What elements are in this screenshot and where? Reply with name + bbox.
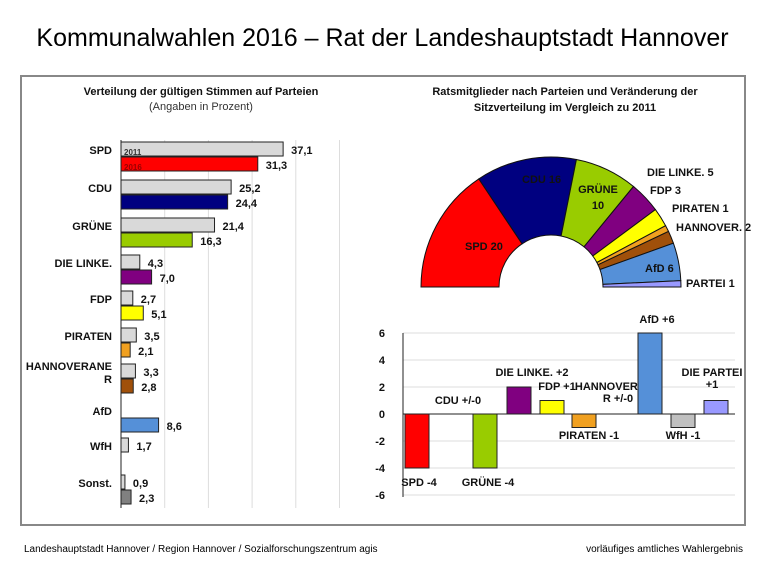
change-label: AfD +6 xyxy=(639,314,674,326)
bar-2011 xyxy=(120,141,284,157)
value-label-2016: 2,1 xyxy=(138,346,153,358)
y-tick-label: 6 xyxy=(379,328,385,340)
category-label: CDU xyxy=(88,183,112,195)
y-tick-label: 0 xyxy=(379,409,385,421)
change-bar xyxy=(404,413,430,469)
change-label: DIE LINKE. +2 xyxy=(495,367,568,379)
change-bar xyxy=(506,386,532,415)
category-label: SPD xyxy=(89,145,112,157)
value-label-2011: 3,3 xyxy=(143,367,158,379)
change-bar xyxy=(539,400,565,415)
value-label-2011: 4,3 xyxy=(148,258,163,270)
bar-2016 xyxy=(120,269,153,285)
change-bar xyxy=(703,400,729,415)
slice-label: CDU 16 xyxy=(522,174,561,186)
change-bar xyxy=(472,413,498,469)
category-label: R xyxy=(104,374,112,386)
category-label: DIE LINKE. xyxy=(55,258,112,270)
value-label-2016: 5,1 xyxy=(151,309,166,321)
value-label-2011: 25,2 xyxy=(239,183,260,195)
slice xyxy=(602,280,682,288)
category-label: HANNOVERANE xyxy=(26,361,112,373)
chart1-title: Verteilung der gültigen Stimmen auf Part… xyxy=(84,86,319,98)
change-label: PIRATEN -1 xyxy=(559,430,619,442)
bar-2016 xyxy=(120,305,144,321)
y-tick-label: 2 xyxy=(379,382,385,394)
value-label-2016: 8,6 xyxy=(167,421,182,433)
value-label-2016: 24,4 xyxy=(236,198,258,210)
change-label: FDP +1 xyxy=(538,381,575,393)
value-label-2011: 3,5 xyxy=(144,331,159,343)
y-tick-label: 4 xyxy=(379,355,386,367)
slice-label: DIE LINKE. 5 xyxy=(647,167,714,179)
bar-2011 xyxy=(120,290,134,306)
bar-2011 xyxy=(120,179,232,195)
chart-frame xyxy=(20,75,746,526)
chart2-title-line2: Sitzverteilung im Vergleich zu 2011 xyxy=(474,102,656,114)
category-label: WfH xyxy=(90,441,112,453)
slice-label: SPD 20 xyxy=(465,241,503,253)
slice-label: PIRATEN 1 xyxy=(672,203,729,215)
value-label-2011: 21,4 xyxy=(223,221,245,233)
change-label: SPD -4 xyxy=(401,477,437,489)
legend-2016: 2016 xyxy=(124,163,142,172)
change-bar xyxy=(637,332,663,415)
value-label-2016: 16,3 xyxy=(200,236,221,248)
value-label-2016: 31,3 xyxy=(266,160,287,172)
bar-2016 xyxy=(120,342,131,358)
y-tick-label: -2 xyxy=(375,436,385,448)
category-label: PIRATEN xyxy=(65,331,113,343)
bar-2016 xyxy=(120,194,229,210)
footer-note: vorläufiges amtliches Wahlergebnis xyxy=(586,544,743,555)
category-label: FDP xyxy=(90,294,112,306)
bar-2011 xyxy=(120,254,141,270)
change-label: GRÜNE -4 xyxy=(462,476,515,489)
value-label-2011: 37,1 xyxy=(291,145,312,157)
value-label-2016: 2,3 xyxy=(139,493,154,505)
chart1-subtitle: (Angaben in Prozent) xyxy=(149,101,253,113)
slice-label: HANNOVER. 2 xyxy=(676,222,751,234)
footer-source: Landeshauptstadt Hannover / Region Hanno… xyxy=(24,544,378,555)
value-label-2011: 0,9 xyxy=(133,478,148,490)
category-label: GRÜNE xyxy=(72,220,112,233)
bar-2011 xyxy=(120,327,137,343)
change-label: R +/-0 xyxy=(603,393,633,405)
change-bar xyxy=(571,413,597,428)
y-tick-label: -6 xyxy=(375,490,385,502)
slice-label: 10 xyxy=(592,200,604,212)
category-label: AfD xyxy=(92,406,112,418)
legend-2011: 2011 xyxy=(124,148,142,157)
change-label: +1 xyxy=(706,379,719,391)
bar-2011 xyxy=(120,363,136,379)
page-title: Kommunalwahlen 2016 – Rat der Landeshaup… xyxy=(36,24,729,52)
value-label-2016: 7,0 xyxy=(160,273,175,285)
bar-2011 xyxy=(120,217,216,233)
slice-label: GRÜNE xyxy=(578,183,618,196)
bar-2016 xyxy=(120,489,132,505)
slice-label: FDP 3 xyxy=(650,185,681,197)
category-label: Sonst. xyxy=(78,478,112,490)
bar-2016 xyxy=(120,232,193,248)
bar-2011 xyxy=(120,474,126,490)
value-label-2011: 2,7 xyxy=(141,294,156,306)
change-bar xyxy=(670,413,696,428)
change-label: CDU +/-0 xyxy=(435,395,481,407)
change-label: DIE PARTEI xyxy=(682,367,743,379)
bar-2011 xyxy=(120,437,129,453)
value-label-2011: 1,7 xyxy=(136,441,151,453)
bar-2016 xyxy=(120,417,160,433)
bar-2016 xyxy=(120,378,134,394)
chart2-title-line1: Ratsmitglieder nach Parteien und Verände… xyxy=(432,86,698,98)
change-label: WfH -1 xyxy=(666,430,701,442)
slice-label: AfD 6 xyxy=(645,263,674,275)
y-tick-label: -4 xyxy=(375,463,386,475)
value-label-2016: 2,8 xyxy=(141,382,156,394)
slice-label: PARTEI 1 xyxy=(686,278,735,290)
